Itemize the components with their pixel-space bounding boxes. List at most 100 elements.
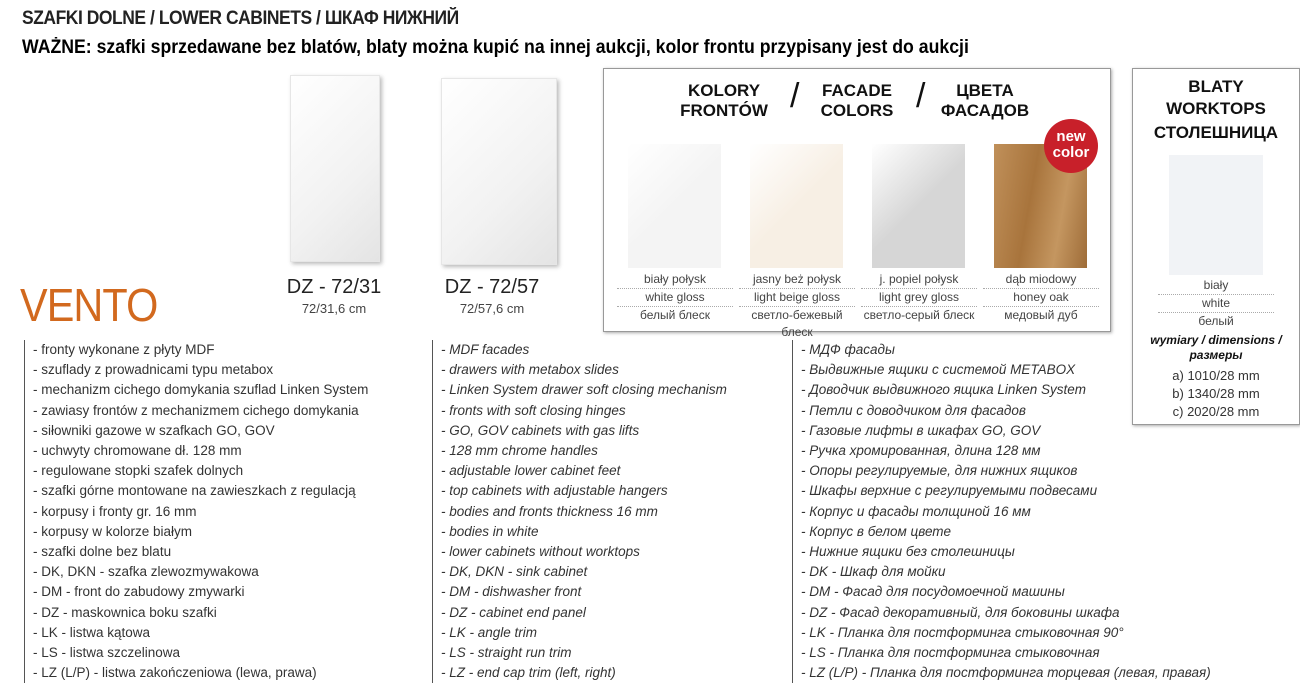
feature-item: - Петли с доводчиком для фасадов — [801, 402, 1026, 418]
worktop-color-label: biały white белый — [1158, 277, 1274, 330]
product-name: DZ - 72/57 — [444, 276, 540, 298]
label-pl: j. popiel połysk — [861, 271, 977, 289]
colors-heading-en: FACADE COLORS — [820, 81, 894, 120]
feature-item: - LZ - end cap trim (left, right) — [441, 665, 616, 681]
feature-item: - uchwyty chromowane dł. 128 mm — [33, 443, 242, 459]
dimensions-list: a) 1010/28 mm b) 1340/28 mm c) 2020/28 m… — [1133, 367, 1299, 421]
feature-item: - LK - Планка для постформинга стыковочн… — [801, 624, 1124, 640]
color-swatch — [750, 144, 843, 268]
product-name: DZ - 72/31 — [286, 276, 382, 298]
feature-item: - Корпус и фасады толщиной 16 мм — [801, 503, 1031, 519]
feature-item: - 128 mm chrome handles — [441, 443, 598, 459]
color-label: biały połysk white gloss белый блеск — [617, 271, 733, 324]
feature-item: - DZ - maskownica boku szafki — [33, 604, 217, 620]
feature-item: - DM - front do zabudowy zmywarki — [33, 584, 245, 600]
feature-item: - DK - Шкаф для мойки — [801, 564, 946, 580]
feature-item: - Шкафы верхние с регулируемыми подвесам… — [801, 483, 1098, 499]
label-ru: белый — [1198, 314, 1234, 328]
label-ru: светло-бежевый блеск — [751, 308, 843, 339]
feature-item: - Опоры регулируемые, для нижних ящиков — [801, 463, 1078, 479]
color-label: jasny beż połysk light beige gloss светло-… — [739, 271, 855, 341]
feature-item: - LK - listwa kątowa — [33, 624, 151, 640]
feature-item: - Нижние ящики без столешницы — [801, 544, 1015, 560]
colors-heading-pl: KOLORY FRONTÓW — [680, 81, 768, 120]
feature-item: - Корпус в белом цвете — [801, 523, 952, 539]
label-en: light grey gloss — [861, 289, 977, 307]
divider: / — [916, 77, 926, 115]
feature-item: - szuflady z prowadnicami typu metabox — [33, 362, 274, 378]
label-en: white gloss — [617, 289, 733, 307]
color-label: j. popiel połysk light grey gloss светло-с… — [861, 271, 977, 324]
page-title: SZAFKI DOLNE / LOWER CABINETS / ШКАФ НИЖ… — [22, 8, 459, 29]
feature-item: - Linken System drawer soft closing mech… — [441, 382, 727, 398]
feature-item: - adjustable lower cabinet feet — [441, 463, 621, 479]
facade-colors-panel: KOLORY FRONTÓW / FACADE COLORS / ЦВЕТА Ф… — [603, 68, 1111, 339]
label-pl: biały połysk — [617, 271, 733, 289]
features-list-en: - MDF facades - drawers with metabox slid… — [432, 340, 727, 684]
new-color-badge: new color — [1044, 119, 1098, 173]
brand-logo: VENTO — [20, 279, 158, 331]
feature-item: - fronts with soft closing hinges — [441, 402, 626, 418]
feature-item: - szafki dolne bez blatu — [33, 544, 172, 560]
feature-item: - DK, DKN - szafka zlewozmywakowa — [33, 564, 259, 580]
product-size: 72/57,6 cm — [459, 301, 525, 316]
dimension-item: a) 1010/28 mm — [1172, 368, 1260, 383]
feature-item: - LS - listwa szczelinowa — [33, 645, 181, 661]
color-swatch — [872, 144, 965, 268]
feature-item: - DK, DKN - sink cabinet — [441, 564, 588, 580]
feature-item: - bodies and fronts thickness 16 mm — [441, 503, 658, 519]
feature-item: - Газовые лифты в шкафах GO, GOV — [801, 422, 1041, 438]
feature-item: - DM - dishwasher front — [441, 584, 582, 600]
features-list-ru: - МДФ фасады - Выдвижные ящики с системой… — [792, 340, 1211, 684]
feature-item: - DM - Фасад для посудомоечной машины — [801, 584, 1065, 600]
label-ru: белый блеск — [640, 308, 710, 322]
feature-item: - korpusy i fronty gr. 16 mm — [33, 503, 197, 519]
feature-item: - top cabinets with adjustable hangers — [441, 483, 668, 499]
feature-item: - bodies in white — [441, 523, 539, 539]
label-en: honey oak — [983, 289, 1099, 307]
feature-item: - Доводчик выдвижного ящика Linken Syste… — [801, 382, 1086, 398]
label-pl: dąb miodowy — [983, 271, 1099, 289]
feature-item: - LZ (L/P) - listwa zakończeniowa (lewa,… — [33, 665, 317, 681]
dimensions-label: wymiary / dimensions / размеры — [1150, 333, 1282, 362]
colors-heading-ru: ЦВЕТА ФАСАДОВ — [940, 81, 1030, 120]
feature-item: - LS - Планка для постформинга стыковочн… — [801, 645, 1100, 661]
feature-item: - LS - straight run trim — [441, 645, 572, 661]
label-pl: biały — [1158, 277, 1274, 295]
worktops-heading-ru: СТОЛЕШНИЦА — [1153, 123, 1279, 142]
feature-item: - drawers with metabox slides — [441, 362, 619, 378]
color-swatch — [628, 144, 721, 268]
label-en: white — [1158, 295, 1274, 313]
worktops-heading-en: WORKTOPS — [1166, 99, 1266, 118]
feature-item: - LK - angle trim — [441, 624, 538, 640]
feature-item: - Выдвижные ящики с системой METABOX — [801, 362, 1076, 378]
warning-note: WAŻNE: szafki sprzedawane bez blatów, bl… — [22, 37, 969, 58]
feature-item: - zawiasy frontów z mechanizmem cichego … — [33, 402, 359, 418]
dimension-item: c) 2020/28 mm — [1172, 404, 1260, 419]
worktop-swatch-white — [1169, 155, 1263, 275]
feature-item: - GO, GOV cabinets with gas lifts — [441, 422, 640, 438]
feature-item: - siłowniki gazowe w szafkach GO, GOV — [33, 422, 275, 438]
worktops-heading-pl: BLATY — [1188, 77, 1244, 96]
door-image-dz-72-57 — [441, 78, 557, 265]
feature-item: - MDF facades — [441, 342, 530, 357]
feature-item: - LZ (L/P) - Планка для постформинга тор… — [801, 665, 1211, 681]
label-ru: светло-серый блеск — [863, 308, 975, 322]
feature-item: - Ручка хромированная, длина 128 мм — [801, 443, 1041, 459]
worktops-panel: BLATY WORKTOPS СТОЛЕШНИЦА biały white бе… — [1132, 68, 1300, 425]
feature-item: - DZ - Фасад декоративный, для боковины … — [801, 604, 1120, 620]
feature-item: - regulowane stopki szafek dolnych — [33, 463, 244, 479]
feature-item: - korpusy w kolorze białym — [33, 523, 193, 539]
dimension-item: b) 1340/28 mm — [1172, 386, 1260, 401]
feature-item: - mechanizm cichego domykania szuflad Li… — [33, 382, 369, 398]
label-en: light beige gloss — [739, 289, 855, 307]
features-list-pl: - fronty wykonane z płyty MDF - szuflady … — [24, 340, 369, 684]
feature-item: - szafki górne montowane na zawieszkach … — [33, 483, 356, 499]
feature-item: - МДФ фасады — [801, 342, 895, 357]
feature-item: - lower cabinets without worktops — [441, 544, 640, 560]
feature-item: - DZ - cabinet end panel — [441, 604, 586, 620]
door-image-dz-72-31 — [290, 75, 380, 262]
color-label: dąb miodowy honey oak медовый дуб — [983, 271, 1099, 324]
label-ru: медовый дуб — [1004, 308, 1078, 322]
label-pl: jasny beż połysk — [739, 271, 855, 289]
